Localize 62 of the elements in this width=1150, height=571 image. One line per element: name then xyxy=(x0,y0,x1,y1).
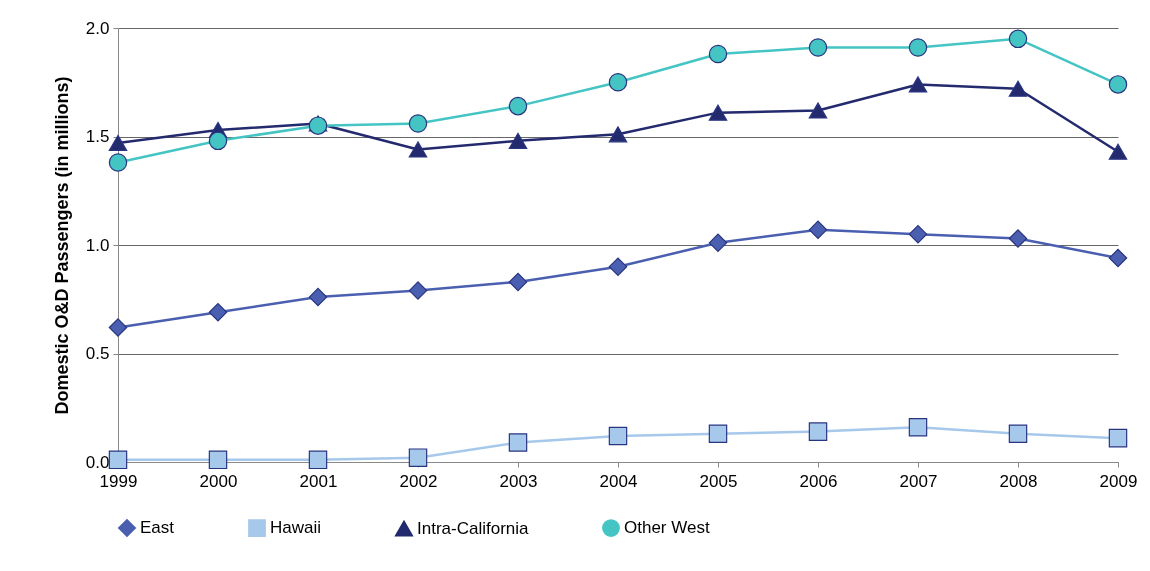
point xyxy=(408,114,428,133)
point xyxy=(408,141,428,158)
point xyxy=(908,418,928,437)
point xyxy=(1108,428,1128,448)
point xyxy=(608,426,628,446)
point xyxy=(708,233,728,253)
x-tick-label: 2000 xyxy=(199,471,238,491)
point xyxy=(808,38,828,57)
point xyxy=(408,281,428,300)
point xyxy=(108,318,128,337)
legend-label: Other West xyxy=(624,518,710,538)
point xyxy=(708,104,728,121)
point xyxy=(508,96,528,116)
point xyxy=(308,287,328,307)
point xyxy=(1108,75,1128,94)
point xyxy=(208,131,228,151)
y-tick-label: 0.0 xyxy=(85,452,110,472)
point xyxy=(608,126,628,143)
x-tick-label: 2007 xyxy=(899,471,938,491)
point xyxy=(208,303,228,322)
x-tick-label: 2004 xyxy=(599,471,638,491)
legend-label: East xyxy=(140,518,175,538)
y-tick-label: 2.0 xyxy=(85,18,110,38)
point xyxy=(608,257,628,276)
point xyxy=(408,448,428,467)
point xyxy=(608,73,628,92)
legend-label: Hawaii xyxy=(270,518,322,538)
y-tick-label: 1.5 xyxy=(85,127,110,146)
point xyxy=(808,220,828,240)
point xyxy=(708,424,728,444)
point xyxy=(908,38,928,57)
point xyxy=(108,450,128,470)
x-tick-label: 1999 xyxy=(99,471,138,491)
x-tick-label: 2001 xyxy=(299,471,338,491)
y-axis-title: Domestic O&D Passengers (in millions) xyxy=(51,76,72,415)
point xyxy=(108,134,128,152)
point xyxy=(808,102,828,119)
point xyxy=(1008,29,1028,49)
point xyxy=(908,76,928,93)
x-tick-label: 2008 xyxy=(999,471,1038,491)
point xyxy=(208,450,228,470)
point xyxy=(1108,143,1128,160)
legend-label: Intra-California xyxy=(417,518,530,538)
point xyxy=(508,433,528,452)
point xyxy=(808,422,828,441)
x-tick-label: 2009 xyxy=(1099,471,1138,491)
point xyxy=(908,224,928,244)
point xyxy=(1008,229,1028,248)
point xyxy=(708,44,728,64)
point xyxy=(108,153,128,172)
point xyxy=(508,132,528,149)
x-tick-label: 2006 xyxy=(799,471,838,491)
point xyxy=(1108,248,1128,268)
y-tick-label: 1.0 xyxy=(85,235,110,255)
point xyxy=(308,450,328,470)
point xyxy=(1008,424,1028,444)
point xyxy=(1008,80,1028,97)
x-tick-label: 2005 xyxy=(699,471,738,491)
point xyxy=(508,272,528,292)
x-tick-label: 2002 xyxy=(399,471,438,491)
y-tick-label: 0.5 xyxy=(85,344,110,363)
x-tick-label: 2003 xyxy=(499,471,538,491)
